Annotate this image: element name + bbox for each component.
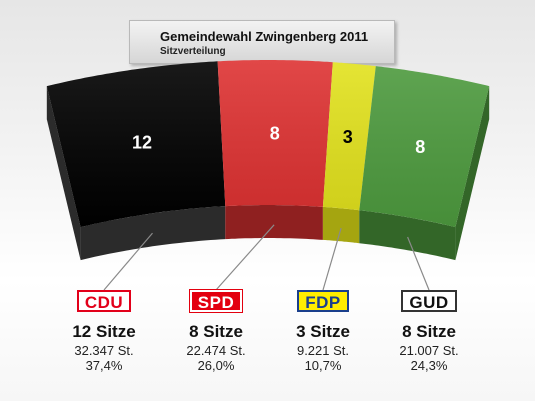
- arc-left-end-cap: [46, 86, 81, 261]
- seat-sector-side-gud: [359, 210, 456, 261]
- chart-title: Gemeindewahl Zwingenberg 2011: [160, 29, 369, 44]
- gud-seats-label: 8 Sitze: [402, 322, 456, 341]
- party-column-spd: SPD 8 Sitze 22.474 St. 26,0%: [156, 289, 276, 373]
- seat-sector-side-cdu: [80, 206, 226, 261]
- fdp-logo: FDP: [297, 290, 349, 312]
- gud-percent-label: 24,3%: [410, 358, 448, 373]
- party-column-gud: GUD 8 Sitze 21.007 St. 24,3%: [369, 290, 489, 373]
- spd-logo: SPD: [188, 289, 244, 313]
- connector-line-cdu: [103, 232, 153, 291]
- chart-subtitle: Sitzverteilung: [160, 46, 226, 57]
- chart-title-box: Gemeindewahl Zwingenberg 2011 Sitzvertei…: [129, 20, 395, 64]
- connector-line-fdp: [322, 227, 342, 291]
- cdu-seats-label: 12 Sitze: [72, 322, 136, 341]
- fdp-votes-label: 9.221 St.: [296, 343, 350, 358]
- seat-sector-shade-gud: [359, 66, 490, 228]
- seat-sector-side-spd: [225, 205, 323, 240]
- gud-logo: GUD: [401, 290, 457, 312]
- seat-count-label-fdp: 3: [343, 127, 353, 147]
- party-column-cdu: CDU 12 Sitze 32.347 St. 37,4%: [44, 290, 164, 373]
- cdu-logo: CDU: [76, 290, 132, 312]
- gud-votes-label: 21.007 St.: [399, 343, 459, 358]
- party-column-fdp: FDP 3 Sitze 9.221 St. 10,7%: [263, 290, 383, 373]
- seat-sector-shade-cdu: [46, 61, 226, 228]
- cdu-percent-label: 37,4%: [85, 358, 123, 373]
- seat-count-label-spd: 8: [270, 124, 280, 144]
- spd-votes-label: 22.474 St.: [186, 343, 246, 358]
- spd-percent-label: 26,0%: [197, 358, 235, 373]
- seat-sector-shade-spd: [217, 60, 333, 207]
- fdp-seats-label: 3 Sitze: [296, 322, 350, 341]
- spd-seats-label: 8 Sitze: [189, 322, 243, 341]
- connector-line-gud: [407, 236, 430, 291]
- arc-right-end-cap: [455, 86, 490, 261]
- connector-line-spd: [215, 224, 275, 291]
- seat-sector-side-fdp: [322, 206, 360, 244]
- seat-sector-shade-fdp: [322, 62, 376, 211]
- seat-count-label-gud: 8: [415, 137, 425, 157]
- cdu-votes-label: 32.347 St.: [74, 343, 134, 358]
- fdp-percent-label: 10,7%: [304, 358, 342, 373]
- seat-count-label-cdu: 12: [132, 133, 152, 153]
